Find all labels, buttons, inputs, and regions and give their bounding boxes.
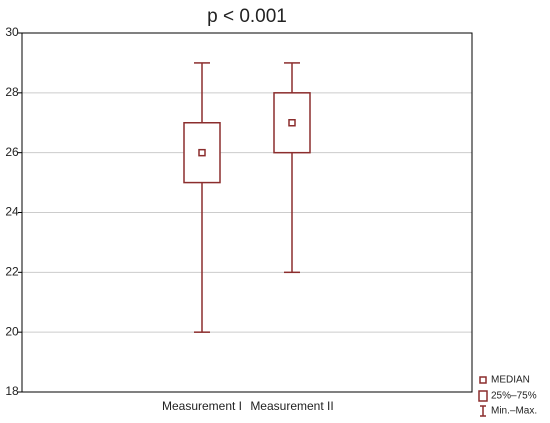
y-tick-label: 26	[5, 145, 19, 159]
legend: MEDIAN 25%–75% Min.–Max.	[478, 375, 537, 417]
y-tick-label: 30	[5, 25, 19, 39]
chart-title: p < 0.001	[207, 6, 287, 27]
plot-frame	[21, 32, 473, 393]
x-tick-label: Measurement I	[162, 399, 242, 413]
x-tick-label: Measurement II	[250, 399, 333, 413]
legend-whisker-icon	[480, 405, 486, 417]
y-tick-label: 24	[5, 205, 19, 219]
legend-box-icon	[478, 390, 488, 402]
y-tick-label: 20	[5, 324, 19, 338]
y-tick-label: 28	[5, 85, 19, 99]
legend-label: MEDIAN	[491, 375, 530, 386]
legend-label: 25%–75%	[491, 391, 537, 402]
legend-median-icon	[479, 376, 487, 384]
median	[198, 148, 206, 157]
y-tick-label: 22	[5, 265, 19, 279]
legend-label: Min.–Max.	[491, 406, 537, 417]
y-tick-label: 18	[5, 384, 19, 398]
median	[288, 119, 296, 127]
